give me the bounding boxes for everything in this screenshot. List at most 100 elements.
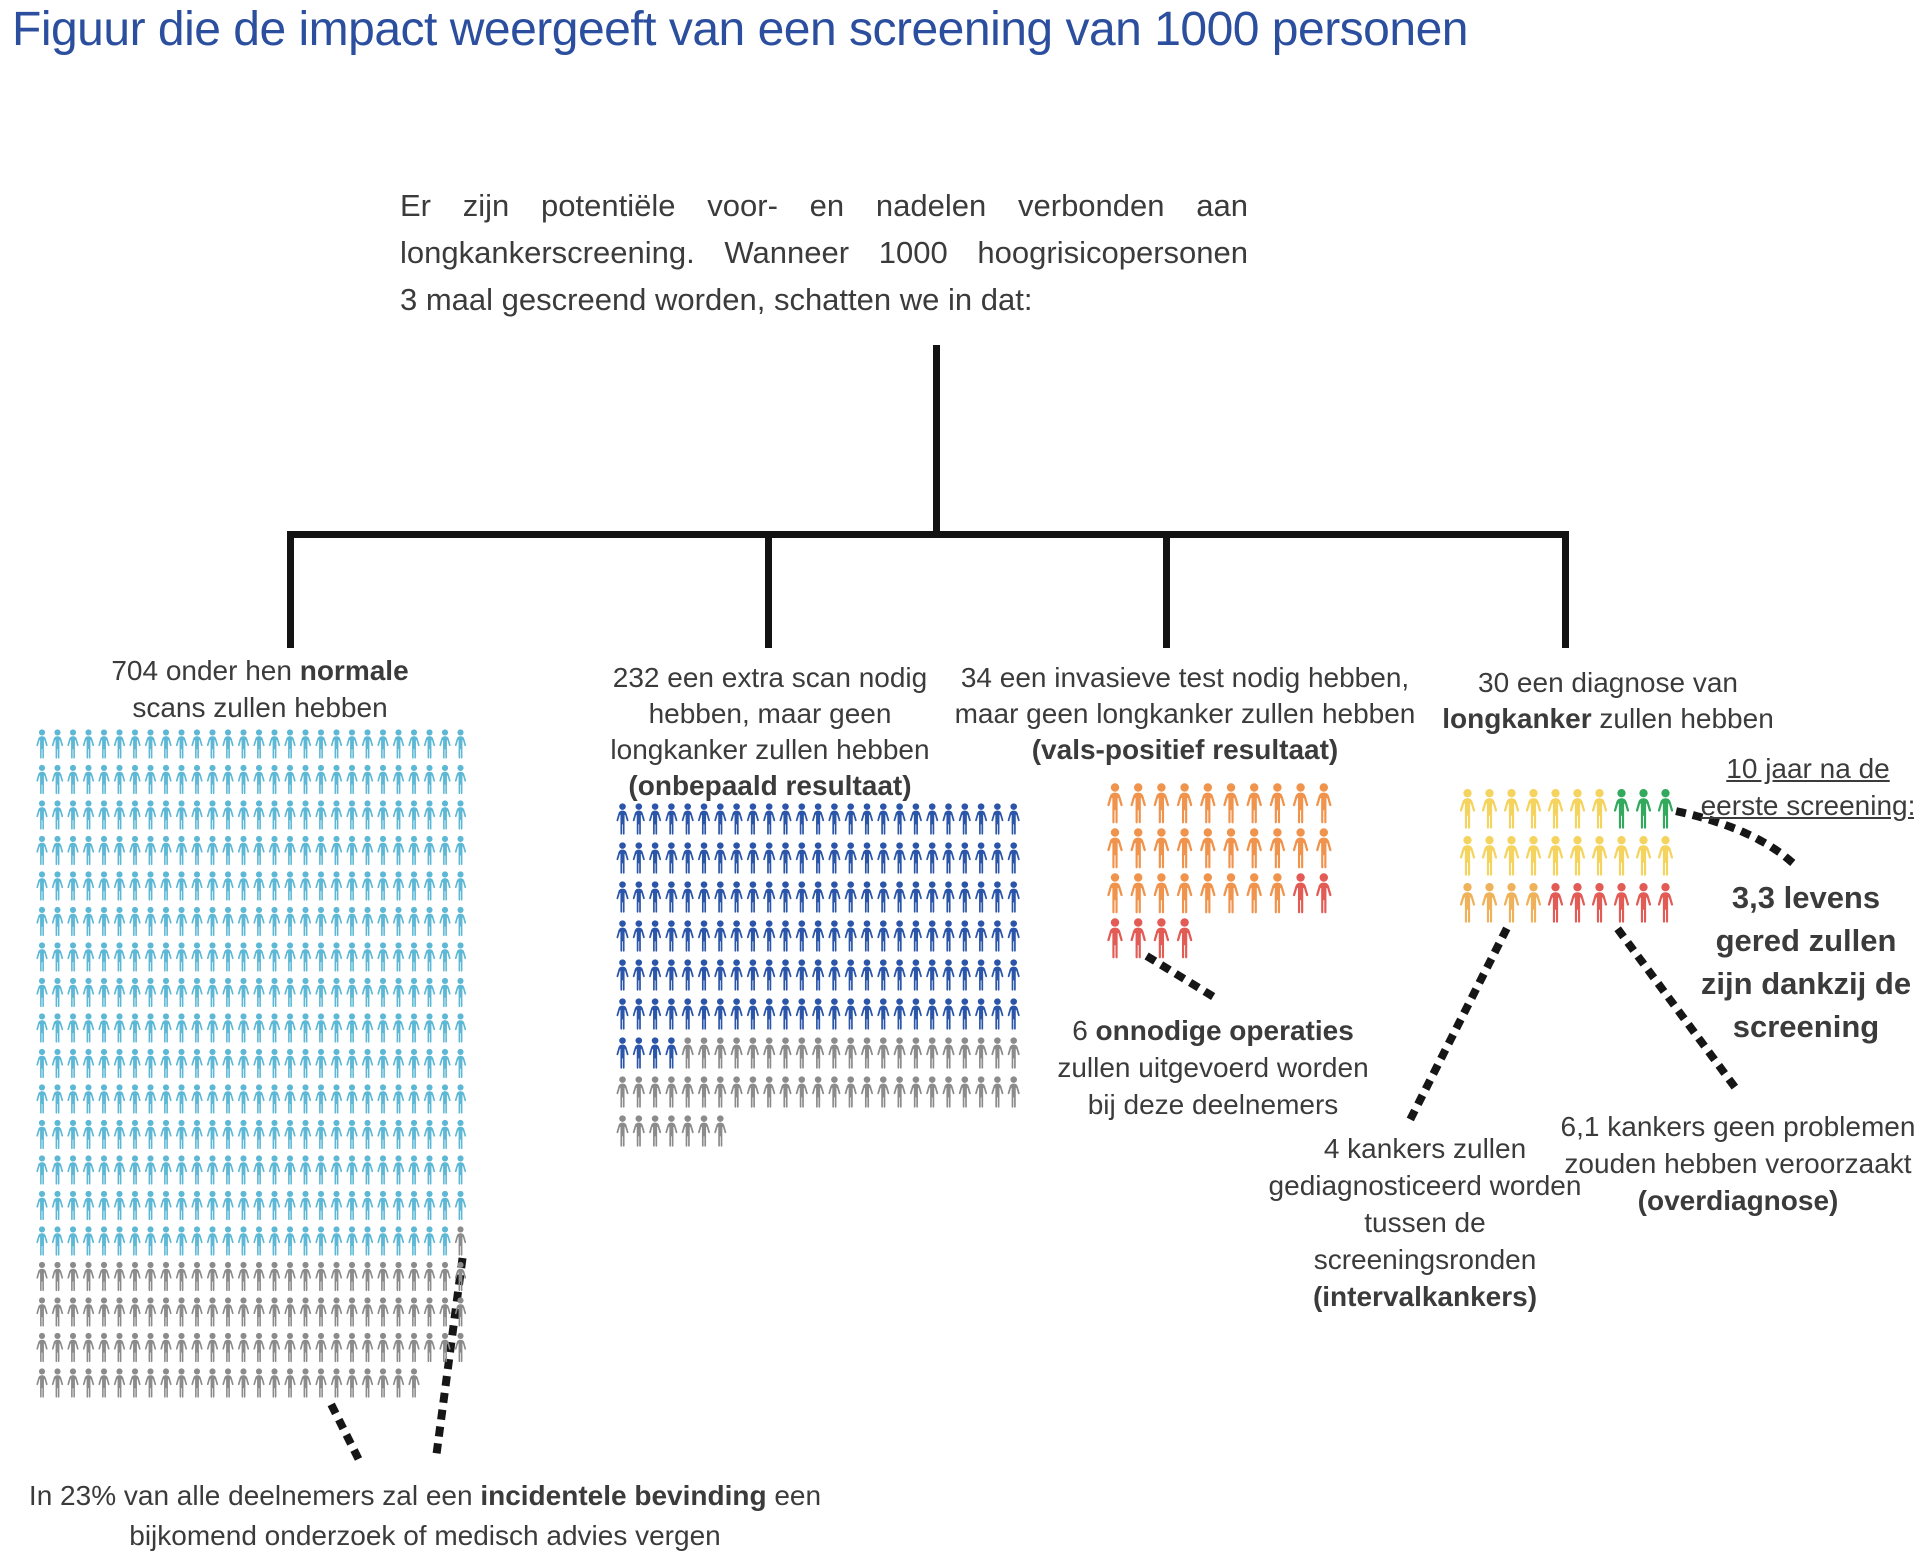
person-icon	[82, 1084, 95, 1114]
person-icon	[346, 1368, 358, 1398]
person-icon	[82, 1297, 95, 1327]
person-icon	[377, 800, 389, 830]
person-icon	[439, 942, 451, 972]
person-icon	[51, 729, 64, 759]
person-icon	[423, 800, 436, 830]
person-icon	[144, 871, 157, 901]
person-icon	[877, 920, 890, 952]
person-icon	[665, 959, 678, 991]
person-icon	[909, 1037, 922, 1069]
person-icon	[98, 942, 110, 972]
note-unnecessary-operations-line: zullen uitgevoerd worden	[1053, 1049, 1373, 1086]
person-icon	[160, 977, 172, 1008]
person-icon	[237, 1226, 250, 1256]
person-icon	[812, 959, 825, 991]
person-icon	[1007, 1076, 1020, 1108]
person-icon	[795, 881, 808, 913]
person-icon	[975, 959, 988, 991]
person-icon	[160, 871, 172, 901]
person-icon	[284, 942, 296, 972]
person-icon	[206, 1297, 219, 1327]
person-icon	[665, 1076, 678, 1108]
person-icon	[877, 998, 890, 1030]
person-icon	[113, 1155, 126, 1185]
person-icon	[346, 764, 358, 795]
person-icon	[893, 881, 906, 913]
person-icon	[237, 1190, 250, 1221]
person-icon	[330, 835, 343, 866]
note-unnecessary-operations: 6 onnodige operaties zullen uitgevoerd wo…	[1053, 1012, 1373, 1123]
person-icon	[1525, 836, 1542, 876]
person-icon	[206, 942, 219, 972]
person-icon	[346, 1190, 358, 1221]
header-diagnosis-line: longkanker zullen hebben	[1428, 701, 1788, 737]
person-icon	[392, 1190, 405, 1221]
intro-paragraph-line: Er zijn potentiële voor- en nadelen verb…	[400, 182, 1248, 229]
person-icon	[160, 764, 172, 795]
person-icon	[1459, 883, 1476, 923]
person-icon	[649, 1115, 662, 1147]
person-icon	[299, 835, 312, 866]
person-icon	[795, 998, 808, 1030]
text: 30 een diagnose van	[1478, 667, 1738, 698]
person-icon	[361, 1261, 374, 1292]
person-icon	[1107, 783, 1123, 824]
person-icon	[795, 1037, 808, 1069]
person-icon	[877, 803, 890, 835]
person-icon	[861, 881, 873, 913]
person-icon	[268, 906, 281, 937]
person-icon	[113, 1190, 126, 1221]
person-icon	[129, 942, 141, 972]
person-icon	[665, 1037, 678, 1069]
person-icon	[392, 942, 405, 972]
note-ten-years-line: eerste screening:	[1698, 787, 1914, 824]
person-icon	[714, 803, 727, 835]
person-icon	[1176, 918, 1193, 959]
person-icon	[361, 1368, 374, 1398]
person-icon	[129, 906, 141, 937]
person-icon	[991, 959, 1004, 991]
person-icon	[268, 977, 281, 1008]
person-icon	[377, 1261, 389, 1292]
person-icon	[330, 1261, 343, 1292]
person-icon	[67, 1297, 79, 1327]
person-icon	[1547, 836, 1564, 876]
person-icon	[36, 1226, 48, 1256]
person-icon	[632, 998, 645, 1030]
person-icon	[160, 1261, 172, 1292]
person-icon	[377, 906, 389, 937]
person-icon	[191, 1332, 203, 1363]
person-icon	[144, 1190, 157, 1221]
person-icon	[361, 1297, 374, 1327]
person-icon	[113, 1332, 126, 1363]
person-icon	[926, 920, 939, 952]
note-unnecessary-operations-line: bij deze deelnemers	[1053, 1086, 1373, 1123]
person-icon	[763, 998, 776, 1030]
person-icon	[175, 1226, 188, 1256]
person-icon	[392, 1297, 405, 1327]
person-icon	[113, 1226, 126, 1256]
person-icon	[392, 1226, 405, 1256]
person-icon	[926, 1076, 939, 1108]
person-icon	[82, 1226, 95, 1256]
person-icon	[284, 1190, 296, 1221]
person-icon	[36, 1013, 48, 1043]
pictogram-grid-extra-scan	[616, 803, 1020, 1147]
person-icon	[681, 920, 694, 952]
person-icon	[98, 1261, 110, 1292]
person-icon	[129, 871, 141, 901]
text: 6	[1072, 1015, 1096, 1046]
person-icon	[82, 977, 95, 1008]
person-icon	[222, 835, 234, 866]
person-icon	[861, 1037, 873, 1069]
person-icon	[129, 1226, 141, 1256]
text: 6,1 kankers geen problemen	[1560, 1111, 1914, 1142]
person-icon	[268, 1226, 281, 1256]
person-icon	[36, 1119, 48, 1150]
person-icon	[113, 977, 126, 1008]
person-icon	[454, 1048, 467, 1079]
person-icon	[408, 764, 420, 795]
person-icon	[268, 1190, 281, 1221]
person-icon	[926, 842, 939, 874]
